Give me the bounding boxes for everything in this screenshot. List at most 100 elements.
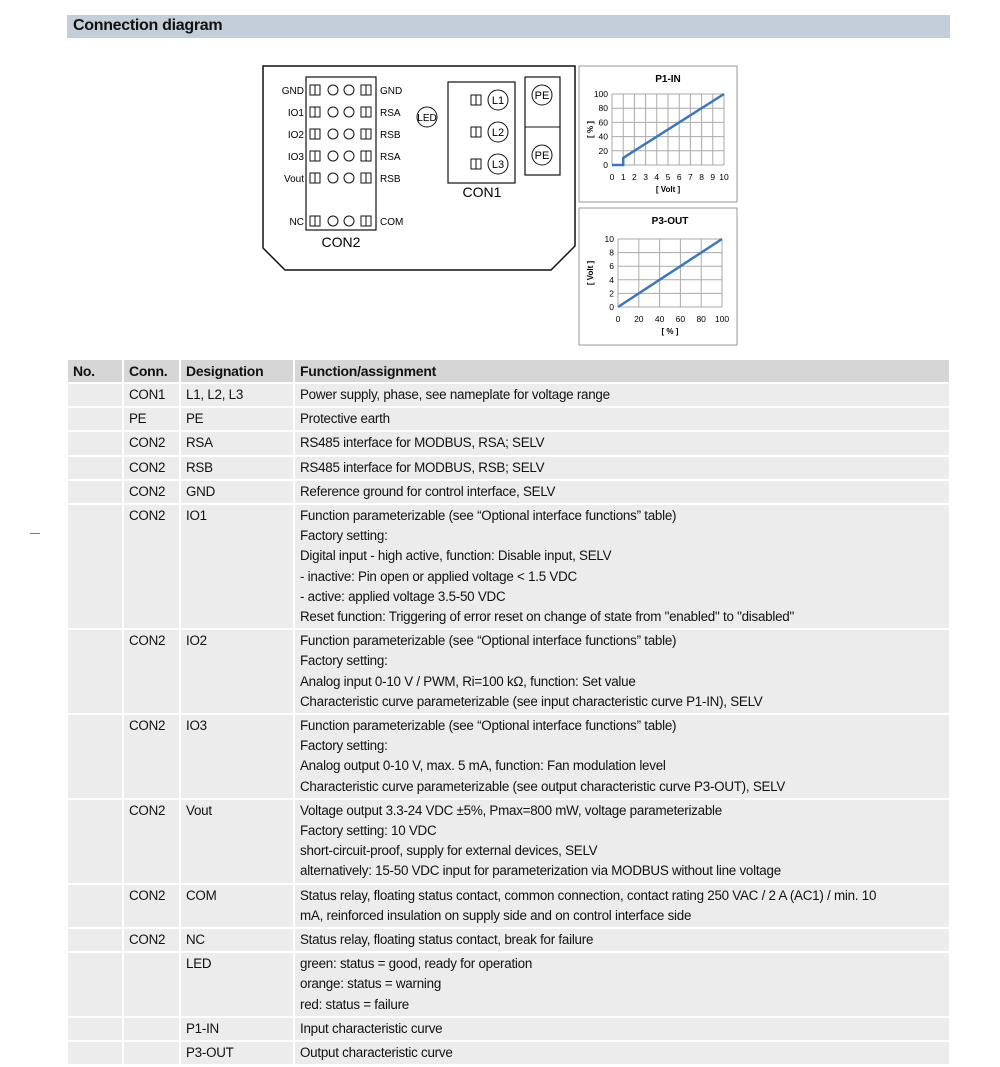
y-tick-label: 4: [609, 275, 614, 285]
cell-designation: PE: [181, 408, 293, 431]
cell-function: Function parameterizable (see “Optional …: [295, 630, 949, 714]
con1-label: CON1: [463, 184, 502, 200]
screw-terminal-icon: [343, 106, 355, 118]
function-line: Input characteristic curve: [300, 1020, 443, 1036]
cell-no: [68, 408, 122, 431]
y-tick-label: 10: [605, 234, 615, 244]
table-row: CON2 GND Reference ground for control inte…: [68, 480, 949, 504]
cell-conn: PE: [124, 408, 179, 431]
x-tick-label: 0: [616, 314, 621, 324]
function-line: green: status = good, ready for operatio…: [300, 956, 533, 972]
cell-conn: CON2: [124, 929, 179, 952]
table-row: CON2 COM Status relay, floating status con…: [68, 884, 949, 928]
function-line: mA, reinforced insulation on supply side…: [300, 907, 692, 923]
cell-no: [68, 456, 122, 479]
cell-designation: LED: [181, 953, 293, 1016]
cell-designation: GND: [181, 480, 293, 504]
x-tick-label: 80: [696, 314, 706, 324]
table-row: CON2 RSA RS485 interface for MODBUS, RSA; …: [68, 432, 949, 455]
cell-function: Power supply, phase, see nameplate for v…: [295, 384, 949, 407]
function-line: Protective earth: [300, 411, 390, 427]
cell-designation: P3-OUT: [181, 1042, 293, 1065]
y-axis-label: [ Volt ]: [586, 261, 595, 286]
cell-function: RS485 interface for MODBUS, RSA; SELV: [295, 432, 949, 455]
chart-title: P3-OUT: [652, 216, 689, 227]
table-row: CON2 RSB RS485 interface for MODBUS, RSB; …: [68, 456, 949, 479]
function-line: Power supply, phase, see nameplate for v…: [300, 387, 610, 402]
screw-terminal-icon: [327, 84, 339, 96]
x-tick-label: 8: [699, 172, 704, 182]
table-row: CON2 IO3 Function parameterizable (see “Op…: [68, 715, 949, 798]
cell-function: Input characteristic curve: [295, 1017, 949, 1041]
function-line: Characteristic curve parameterizable (se…: [300, 693, 763, 709]
y-tick-label: 8: [609, 248, 614, 258]
table-row: CON2 IO1 Function parameterizable (see “Op…: [68, 505, 949, 629]
function-line: Voltage output 3.3-24 VDC ±5%, Pmax=800 …: [300, 802, 722, 818]
cell-designation: IO2: [181, 630, 293, 714]
function-line: red: status = failure: [300, 996, 410, 1012]
housing-outline: [262, 65, 576, 271]
cell-designation: RSA: [181, 432, 293, 455]
screw-terminal-icon: [327, 215, 339, 227]
series-line: [612, 92, 725, 167]
header-no: No.: [68, 360, 122, 382]
function-line: Status relay, floating status contact, c…: [300, 887, 877, 903]
cell-conn: CON2: [124, 432, 179, 455]
con2-right-label: RSB: [380, 130, 401, 141]
cell-no: [68, 630, 122, 714]
phase-terminal-1: [487, 89, 509, 111]
con2-block: [305, 76, 377, 231]
pe-label-2: PE: [535, 150, 550, 162]
cell-designation: Vout: [181, 799, 293, 883]
screw-terminal-icon: [343, 150, 355, 162]
led-indicator: [416, 106, 438, 128]
con2-left-label: IO1: [288, 108, 305, 119]
x-tick-label: 100: [715, 314, 729, 324]
cell-function: Function parameterizable (see “Optional …: [295, 715, 949, 798]
x-tick-label: 40: [655, 314, 665, 324]
cell-no: [68, 884, 122, 928]
cell-no: [68, 953, 122, 1016]
table-row: CON2 Vout Voltage output 3.3-24 VDC ±5%, P…: [68, 799, 949, 883]
y-tick-label: 40: [599, 132, 609, 142]
y-axis-label: [ % ]: [586, 121, 595, 138]
cell-no: [68, 929, 122, 952]
table-header-row: No. Conn. Designation Function/assignmen…: [68, 360, 949, 382]
screw-terminal-icon: [343, 84, 355, 96]
cell-function: Reference ground for control interface, …: [295, 480, 949, 504]
pe-label-1: PE: [535, 90, 550, 102]
cell-conn: [124, 1017, 179, 1041]
table-row: LED green: status = good, ready for opera…: [68, 953, 949, 1016]
cell-no: [68, 432, 122, 455]
function-line: Function parameterizable (see “Optional …: [300, 508, 677, 524]
cell-designation: COM: [181, 884, 293, 928]
function-line: RS485 interface for MODBUS, RSA; SELV: [300, 435, 545, 451]
function-line: Analog output 0-10 V, max. 5 mA, functio…: [300, 758, 666, 774]
x-axis-label: [ Volt ]: [656, 185, 681, 194]
connection-diagram: GND GND IO1 RSA IO2 RSB IO3 RSA Vout RSB NC COM CON…: [262, 65, 738, 346]
x-tick-label: 0: [610, 172, 615, 182]
function-line: Function parameterizable (see “Optional …: [300, 633, 677, 649]
x-tick-label: 5: [666, 172, 671, 182]
cell-function: Function parameterizable (see “Optional …: [295, 505, 949, 629]
x-tick-label: 60: [676, 314, 686, 324]
cell-designation: P1-IN: [181, 1017, 293, 1041]
cell-function: Protective earth: [295, 408, 949, 431]
y-tick-label: 60: [599, 117, 609, 127]
header-designation: Designation: [181, 360, 293, 382]
cell-function: Voltage output 3.3-24 VDC ±5%, Pmax=800 …: [295, 799, 949, 883]
margin-mark: [30, 533, 40, 534]
cell-conn: CON2: [124, 799, 179, 883]
cell-no: [68, 715, 122, 798]
y-tick-label: 2: [609, 288, 614, 298]
con2-left-label: IO2: [288, 130, 305, 141]
function-line: Factory setting:: [300, 653, 388, 669]
screw-terminal-icon: [343, 172, 355, 184]
phase-label: L1: [492, 95, 504, 107]
con2-right-label: RSA: [380, 108, 401, 119]
function-line: Factory setting: 10 VDC: [300, 823, 437, 839]
cell-no: [68, 1042, 122, 1065]
x-tick-label: 6: [677, 172, 682, 182]
function-line: Reset function: Triggering of error rese…: [300, 609, 794, 625]
series-line: [617, 237, 723, 309]
